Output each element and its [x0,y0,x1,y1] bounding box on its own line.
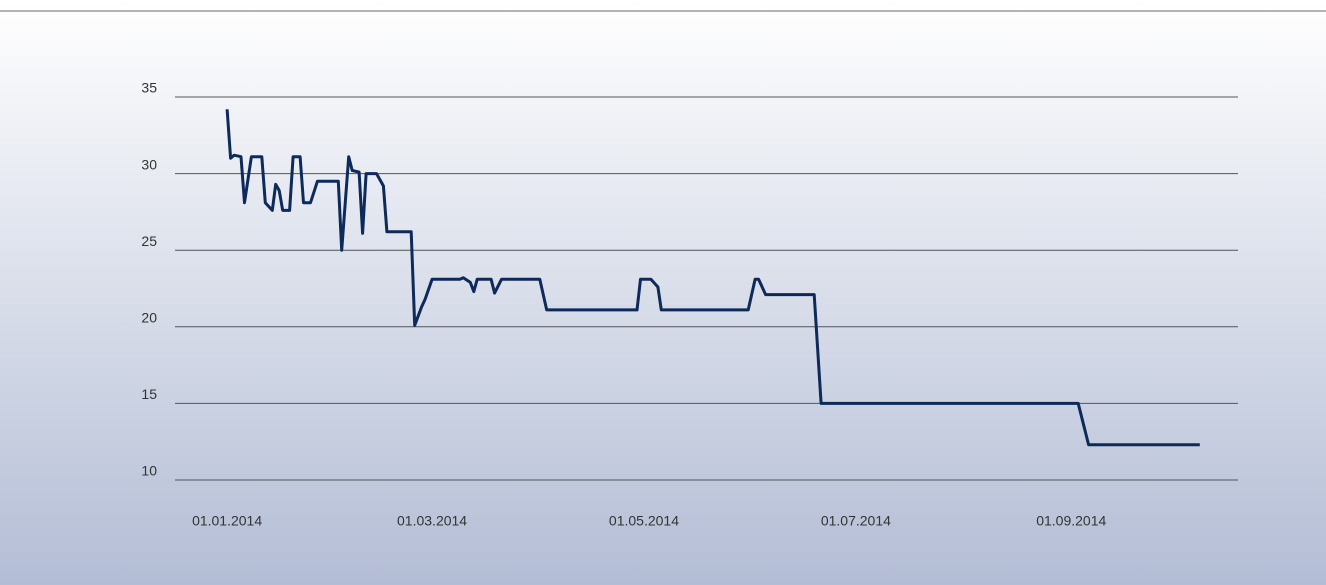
line [225,109,1200,447]
x-tick-label: 01.03.2014 [397,513,467,529]
y-tick-label: 10 [141,463,157,479]
y-tick-label: 35 [141,80,157,96]
y-tick-label: 20 [141,310,157,326]
x-tick-label: 01.05.2014 [609,513,679,529]
y-tick-label: 30 [141,156,157,172]
y-tick-label: 25 [141,233,157,249]
y-tick-label: 15 [141,386,157,402]
x-tick-label: 01.09.2014 [1036,513,1106,529]
x-tick-label: 01.01.2014 [192,513,262,529]
x-tick-label: 01.07.2014 [821,513,891,529]
